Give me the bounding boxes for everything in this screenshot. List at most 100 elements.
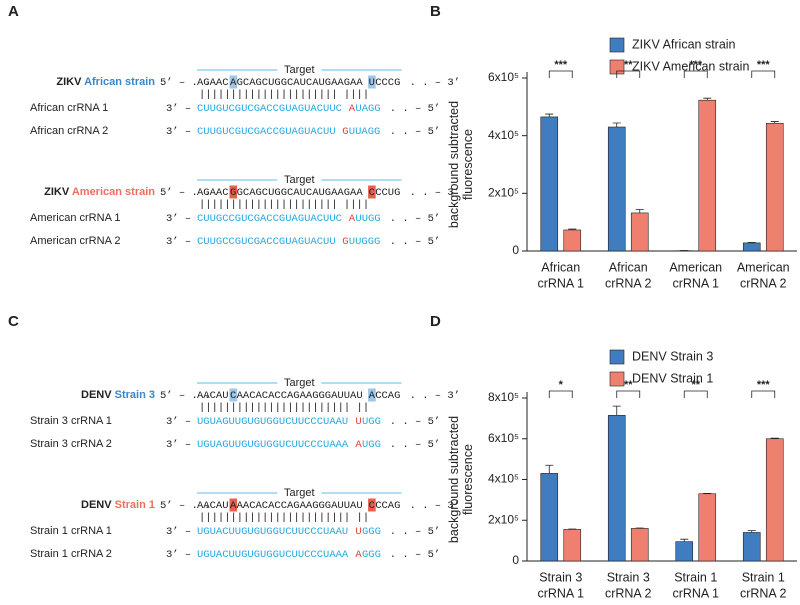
base-pairs: |||||||||||||||||||||||| || bbox=[199, 402, 369, 414]
strain: African strain bbox=[84, 76, 155, 88]
sequence: 3’ – UGUACUUGUGUGGUCUUCCCUAAA AGGG . . – 5’ bbox=[166, 549, 440, 561]
significance-bracket bbox=[616, 70, 641, 78]
strain: Strain 1 bbox=[115, 499, 155, 511]
x-tick-label: crRNA 2 bbox=[740, 276, 787, 290]
y-axis-label-line: background subtracted bbox=[447, 101, 461, 228]
sequence-lead: 3’ – bbox=[166, 439, 191, 451]
significance-bracket bbox=[751, 390, 776, 398]
significance-label: *** bbox=[554, 59, 568, 71]
legend-swatch bbox=[609, 349, 625, 365]
y-tick-label: 6x10⁵ bbox=[488, 431, 519, 445]
guide-name: Strain 3 crRNA 1 bbox=[30, 415, 112, 427]
bar bbox=[563, 229, 582, 252]
significance-bracket bbox=[616, 390, 641, 398]
strain-header: DENV Strain 1 bbox=[81, 499, 155, 511]
legend-swatch bbox=[609, 371, 625, 387]
bar bbox=[742, 242, 761, 252]
sequence-lead: 3’ – bbox=[166, 526, 191, 538]
sequence: 3’ – UGUACUUGUGUGGUCUUCCCUAAU UGGG . . – 5’ bbox=[166, 526, 440, 538]
base-highlight bbox=[229, 498, 238, 512]
sequence-segment: UGUAGUUGUGUGGUCUUCCCUAAA bbox=[197, 439, 349, 451]
error-bar bbox=[747, 241, 756, 243]
guide-name: American crRNA 1 bbox=[30, 212, 120, 224]
bar bbox=[698, 99, 717, 252]
sequence-lead: 5’ – . . bbox=[160, 187, 210, 199]
x-tick-label: Strain 1 bbox=[674, 570, 717, 584]
sequence-tail: . . – 5’ bbox=[390, 103, 440, 115]
significance-label: *** bbox=[689, 59, 703, 71]
sequence-tail: . . – 3’ bbox=[410, 500, 460, 512]
error-bar bbox=[545, 113, 554, 117]
sequence-lead: 5’ – . . bbox=[160, 390, 210, 402]
sequence-segment: UAGG bbox=[355, 103, 380, 115]
sequence: 5’ – . .AGAACAGCAGCUGGCAUCAUGAAGAA UCCCG.… bbox=[160, 77, 460, 89]
x-tick-label: Strain 1 bbox=[742, 570, 785, 584]
sequence-lead: 3’ – bbox=[166, 213, 191, 225]
x-tick-label: African bbox=[609, 260, 648, 274]
base-pairs: |||||||||||||||||||||||| || bbox=[199, 512, 369, 524]
base-highlight bbox=[368, 185, 376, 199]
y-tick-label: 2x10⁵ bbox=[488, 186, 519, 200]
sequence-segment: AGAAC bbox=[197, 77, 229, 89]
sequence: 5’ – . .AACAUAAACACACCAGAAGGGAUUAU CCCAG.… bbox=[160, 500, 460, 512]
sequence-segment: C bbox=[369, 187, 375, 199]
sequence-segment: CUUGCCGUCGACCGUAGUACUU bbox=[197, 236, 336, 248]
error-bar bbox=[612, 405, 621, 416]
strain: American strain bbox=[72, 186, 155, 198]
bar bbox=[540, 116, 559, 252]
y-axis-label-line: fluorescence bbox=[461, 444, 475, 515]
sequence: 3’ – CUUGCCGUCGACCGUAGUACUU GUUGGG . . – 5’ bbox=[166, 236, 440, 248]
sequence-segment: GGG bbox=[362, 549, 381, 561]
sequence-segment: G bbox=[342, 236, 348, 248]
sequence-segment: A bbox=[230, 500, 237, 512]
x-tick-label: African bbox=[541, 260, 580, 274]
base-highlight bbox=[368, 388, 376, 402]
x-tick-label: crRNA 2 bbox=[605, 276, 652, 290]
significance-label: ** bbox=[624, 379, 633, 391]
y-tick-label: 0 bbox=[512, 553, 519, 567]
sequence: 3’ – UGUAGUUGUGUGGUCUUCCCUAAU UUGG . . – 5’ bbox=[166, 416, 440, 428]
sequence-segment: A bbox=[355, 439, 362, 451]
x-tick-label: crRNA 1 bbox=[537, 586, 584, 600]
y-tick-label: 0 bbox=[512, 243, 519, 257]
legend-label: DENV Strain 3 bbox=[632, 349, 713, 363]
significance-bracket bbox=[548, 390, 573, 398]
sequence-tail: . . – 3’ bbox=[410, 77, 460, 89]
x-tick-label: crRNA 1 bbox=[537, 276, 584, 290]
sequence-segment: GGG bbox=[362, 526, 381, 538]
sequence-segment: CUUGUCGUCGACCGUAGUACUU bbox=[197, 126, 336, 138]
sequence-segment: CCCG bbox=[375, 77, 400, 89]
base-pairs: |||||||||||||||||||||| |||| bbox=[199, 199, 369, 211]
legend-label: DENV Strain 1 bbox=[632, 371, 713, 385]
sequence-segment: A bbox=[369, 390, 376, 402]
error-bar bbox=[747, 530, 756, 533]
bar bbox=[765, 122, 784, 252]
sequence-segment: CCAG bbox=[375, 500, 400, 512]
y-axis-label-line: fluorescence bbox=[461, 129, 475, 200]
target-label: Target bbox=[284, 64, 315, 76]
bar bbox=[540, 473, 559, 562]
bar bbox=[630, 528, 649, 562]
virus: DENV bbox=[81, 389, 112, 401]
guide-name: American crRNA 2 bbox=[30, 235, 120, 247]
legend-label: ZIKV African strain bbox=[632, 37, 736, 51]
sequence: 5’ – . .AGAACGGCAGCUGGCAUCAUGAAGAA CCCUG.… bbox=[160, 187, 460, 199]
sequence-segment: GCAGCUGGCAUCAUGAAGAA bbox=[237, 77, 364, 89]
target-label: Target bbox=[284, 377, 315, 389]
virus: ZIKV bbox=[56, 76, 82, 88]
sequence-segment: AACAU bbox=[197, 500, 229, 512]
sequence: 5’ – . .AACAUCAACACACCAGAAGGGAUUAU ACCAG.… bbox=[160, 390, 460, 402]
sequence-segment: U bbox=[355, 416, 361, 428]
y-tick-label: 8x10⁵ bbox=[488, 390, 519, 404]
virus: DENV bbox=[81, 499, 112, 511]
sequence-lead: 3’ – bbox=[166, 236, 191, 248]
error-bar bbox=[770, 121, 779, 124]
sequence-tail: . . – 3’ bbox=[410, 187, 460, 199]
sequence-tail: . . – 5’ bbox=[390, 549, 440, 561]
sequence-segment: A bbox=[349, 103, 356, 115]
panel-label: C bbox=[8, 313, 19, 330]
sequence-segment: UGUACUUGUGUGGUCUUCCCUAAA bbox=[197, 549, 349, 561]
strain-header: ZIKV African strain bbox=[56, 76, 155, 88]
sequence-segment: CUUGUCGUCGACCGUAGUACUUC bbox=[197, 103, 342, 115]
